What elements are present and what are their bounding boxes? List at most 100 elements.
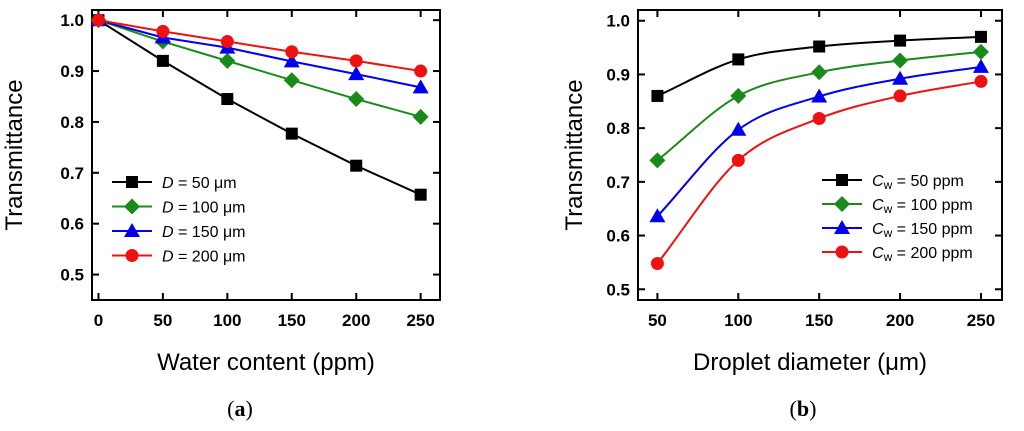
caption-paren-close: ): [809, 396, 816, 421]
data-point: [972, 43, 989, 60]
x-tick-label: 100: [213, 311, 241, 330]
legend-label: D = 50 μm: [162, 175, 237, 192]
data-point: [91, 13, 105, 27]
legend-marker: [124, 223, 140, 237]
legend-rest: = 200 ppm: [892, 245, 973, 262]
series: Cw = 200 ppm: [650, 74, 988, 270]
series-line: [98, 19, 421, 73]
series: D = 100 μm: [90, 12, 429, 217]
x-tick-label: 200: [342, 311, 370, 330]
legend-rest: = 150 μm: [174, 224, 246, 241]
legend-marker: [836, 174, 848, 186]
series-line: [97, 19, 422, 196]
legend-symbol: C: [872, 173, 884, 190]
data-point: [972, 58, 989, 73]
caption-letter: a: [235, 396, 246, 421]
legend-marker: [835, 245, 849, 259]
data-point: [219, 52, 236, 69]
y-tick-label: 1.0: [606, 12, 630, 31]
legend-rest: = 150 ppm: [892, 221, 973, 238]
data-point: [730, 121, 747, 136]
panel-b: 50 100 150 200 250 0.5 0.6 0.7 0.8 0.9 1.0 Droplet …: [561, 9, 1003, 421]
series-line: [98, 19, 421, 89]
x-tick-label: 0: [94, 311, 103, 330]
series: D = 50 μm: [92, 14, 427, 201]
x-axis-label: Water content (ppm): [157, 349, 375, 376]
data-point: [414, 188, 427, 201]
data-point: [892, 52, 909, 69]
series-line: [98, 19, 421, 118]
y-tick-label: 0.9: [606, 65, 630, 84]
data-point: [649, 152, 666, 169]
data-point: [283, 53, 300, 68]
data-point: [974, 74, 988, 88]
data-point: [221, 93, 234, 106]
data-point: [348, 66, 365, 81]
y-tick-label: 0.8: [606, 119, 630, 138]
data-point: [414, 64, 428, 78]
data-point: [350, 159, 363, 172]
legend-label: Cw = 150 ppm: [872, 221, 973, 240]
legend-rest: = 50 μm: [174, 175, 237, 192]
legend-subscript: w: [883, 250, 893, 264]
legend-rest: = 100 μm: [174, 200, 246, 217]
x-axis-label: Droplet diameter (μm): [693, 349, 927, 376]
caption-letter: b: [797, 396, 809, 421]
data-point: [156, 54, 169, 67]
data-point: [812, 111, 826, 125]
y-axis-label: Transmittance: [1, 79, 28, 230]
x-tick-label: 150: [278, 311, 306, 330]
data-point: [732, 53, 745, 66]
legend-symbol: C: [872, 245, 884, 262]
data-point: [813, 40, 826, 53]
legend-subscript: w: [883, 202, 893, 216]
y-tick-label: 0.7: [60, 164, 84, 183]
caption-paren-close: ): [246, 396, 253, 421]
y-tick-label: 0.9: [60, 62, 84, 81]
legend-symbol: D: [162, 200, 174, 217]
caption-paren-open: (: [790, 396, 797, 421]
y-tick-label: 0.5: [606, 280, 630, 299]
data-point: [156, 24, 170, 38]
data-point: [892, 70, 909, 85]
legend-subscript: w: [883, 226, 893, 240]
data-point: [412, 108, 429, 125]
series: Cw = 100 ppm: [649, 43, 989, 216]
legend-symbol: C: [872, 197, 884, 214]
caption-paren-open: (: [227, 396, 234, 421]
legend-rest: = 50 ppm: [892, 173, 964, 190]
legend-symbol: D: [162, 175, 174, 192]
data-point: [285, 45, 299, 59]
x-tick-label: 100: [724, 311, 752, 330]
series: D = 200 μm: [91, 13, 428, 266]
x-tick-label: 250: [406, 311, 434, 330]
legend-marker: [125, 249, 139, 262]
data-point: [731, 153, 745, 167]
legend-subscript: w: [883, 178, 893, 192]
x-tick-label: 50: [153, 311, 172, 330]
legend-rest: = 100 ppm: [892, 197, 973, 214]
data-point: [974, 30, 987, 43]
panel-caption: (b): [790, 396, 817, 421]
legend-marker: [124, 198, 140, 215]
data-point: [285, 127, 298, 140]
data-point: [651, 89, 664, 102]
series: Cw = 50 ppm: [651, 30, 987, 192]
legend-label: Cw = 200 ppm: [872, 245, 973, 264]
y-tick-label: 0.8: [60, 113, 84, 132]
legend-symbol: D: [162, 249, 174, 266]
data-point: [811, 64, 828, 81]
data-point: [220, 35, 234, 49]
legend-label: Cw = 100 ppm: [872, 197, 973, 216]
legend-label: D = 150 μm: [162, 224, 245, 241]
legend-label: Cw = 50 ppm: [872, 173, 964, 192]
data-point: [348, 91, 365, 108]
legend-marker: [126, 176, 138, 188]
x-tick-label: 150: [805, 311, 833, 330]
y-tick-label: 0.7: [606, 173, 630, 192]
data-point: [730, 87, 747, 104]
data-point: [649, 208, 666, 223]
series: Cw = 150 ppm: [649, 58, 989, 240]
x-tick-label: 50: [648, 311, 667, 330]
